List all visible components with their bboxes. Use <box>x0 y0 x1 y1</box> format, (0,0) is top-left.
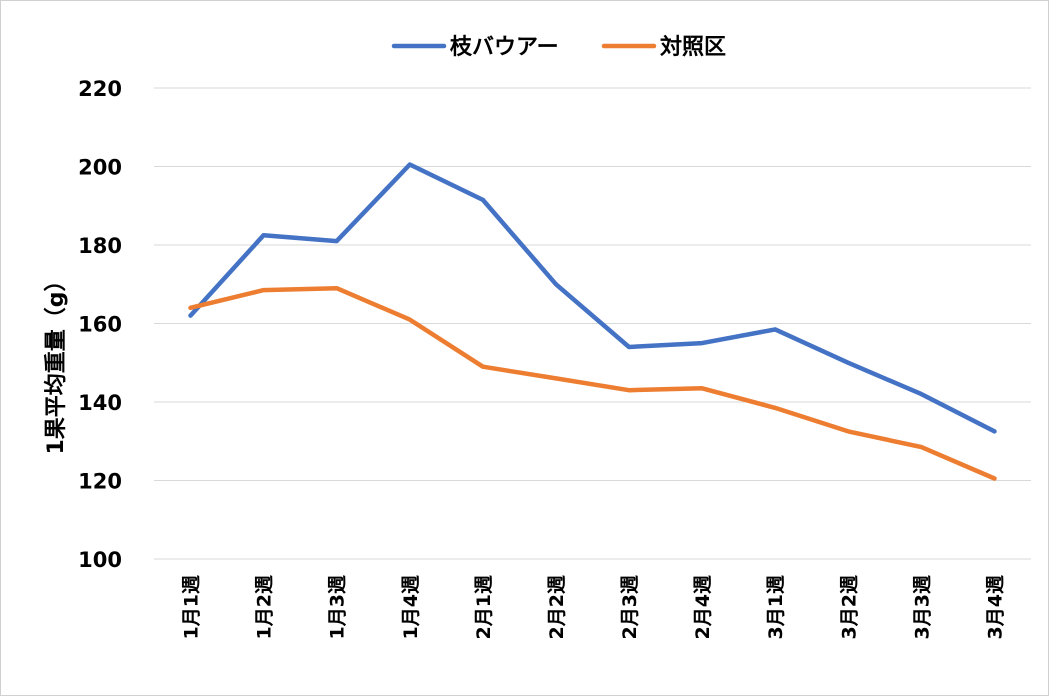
y-axis-ticks: 100 120 140 160 180 200 220 <box>78 77 122 572</box>
x-tick-label: 3月2週 <box>838 575 860 639</box>
series-line-0 <box>188 162 997 434</box>
x-tick-label: 3月1週 <box>765 575 787 639</box>
legend: 枝バウアー 対照区 <box>391 35 726 60</box>
grid-lines <box>154 87 1031 560</box>
y-tick-label: 180 <box>78 234 122 258</box>
x-tick-label: 1月1週 <box>181 575 203 639</box>
legend-label-0: 枝バウアー <box>450 35 559 60</box>
series-line-1 <box>188 285 997 481</box>
x-tick-label: 2月4週 <box>692 575 714 639</box>
y-tick-label: 100 <box>78 548 122 572</box>
x-tick-label: 3月4週 <box>984 575 1006 639</box>
x-axis-ticks: 1月1週 1月2週 1月3週 1月4週 2月1週 2月2週 2月3週 2月4週 3月1週 3月2週… <box>181 575 1007 639</box>
x-tick-label: 2月2週 <box>546 575 568 639</box>
series-lines <box>188 162 997 481</box>
y-axis-title: 1果平均重量（g） <box>43 269 69 454</box>
y-tick-label: 220 <box>78 77 122 101</box>
x-tick-label: 2月3週 <box>619 575 641 639</box>
y-tick-label: 140 <box>78 391 122 415</box>
x-tick-label: 1月3週 <box>327 575 349 639</box>
x-tick-label: 1月2週 <box>254 575 276 639</box>
x-tick-label: 3月3週 <box>911 575 933 639</box>
y-tick-label: 200 <box>78 156 122 180</box>
legend-label-1: 対照区 <box>660 35 726 60</box>
x-tick-label: 2月1週 <box>473 575 495 639</box>
y-tick-label: 120 <box>78 470 122 494</box>
x-tick-label: 1月4週 <box>400 575 422 639</box>
y-tick-label: 160 <box>78 313 122 337</box>
